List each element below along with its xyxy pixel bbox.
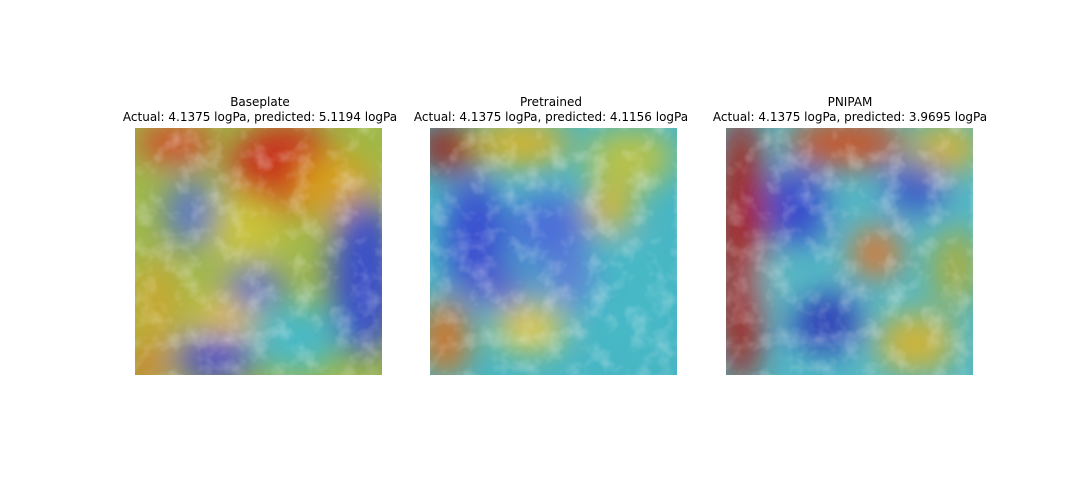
panel-title-name: Baseplate — [230, 95, 290, 109]
panel-title: Baseplate Actual: 4.1375 logPa, predicte… — [110, 95, 410, 125]
heatmap-image — [726, 128, 973, 375]
panel-title: PNIPAM Actual: 4.1375 logPa, predicted: … — [700, 95, 1000, 125]
panel-pretrained: Pretrained Actual: 4.1375 logPa, predict… — [401, 95, 701, 385]
heatmap-image — [430, 128, 677, 375]
panel-title-name: PNIPAM — [827, 95, 873, 109]
panel-title-values: Actual: 4.1375 logPa, predicted: 5.1194 … — [122, 110, 398, 124]
panel-baseplate: Baseplate Actual: 4.1375 logPa, predicte… — [110, 95, 410, 385]
panel-title-values: Actual: 4.1375 logPa, predicted: 3.9695 … — [712, 110, 988, 124]
panel-pnipam: PNIPAM Actual: 4.1375 logPa, predicted: … — [700, 95, 1000, 385]
heatmap-image — [135, 128, 382, 375]
panel-title-values: Actual: 4.1375 logPa, predicted: 4.1156 … — [413, 110, 689, 124]
panel-title-name: Pretrained — [519, 95, 582, 109]
panel-title: Pretrained Actual: 4.1375 logPa, predict… — [401, 95, 701, 125]
